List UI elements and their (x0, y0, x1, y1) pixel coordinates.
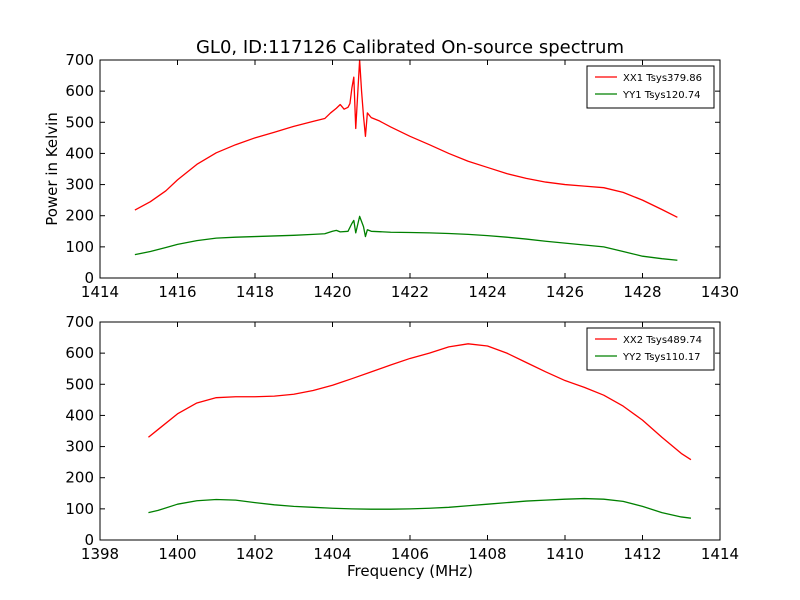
x-tick-label: 1410 (546, 545, 584, 563)
legend-label: XX2 Tsys489.74 (623, 335, 702, 346)
x-tick-label: 1430 (701, 283, 739, 301)
x-tick-label: 1402 (236, 545, 274, 563)
x-tick-label: 1414 (701, 545, 739, 563)
x-tick-label: 1416 (158, 283, 196, 301)
y-tick-label: 500 (65, 113, 94, 131)
series-line-yy (134, 215, 678, 261)
y-tick-label: 0 (84, 531, 94, 549)
y-tick-label: 600 (65, 82, 94, 100)
y-tick-label: 700 (65, 313, 94, 331)
y-tick-label: 600 (65, 344, 94, 362)
legend-label: YY1 Tsys120.74 (622, 90, 701, 101)
x-tick-label: 1418 (236, 283, 274, 301)
top-panel: 1414 1416 1418 1420 1422 1424 1426 1428 1430 0 100… (65, 51, 739, 301)
x-tick-label: 1422 (391, 283, 429, 301)
x-tick-label: 1398 (81, 545, 119, 563)
y-tick-label: 400 (65, 406, 94, 424)
x-tick-label: 1406 (391, 545, 429, 563)
legend-box (586, 65, 715, 109)
legend: XX2 Tsys489.74 YY2 Tsys110.17 (586, 327, 715, 371)
series-line-xx (148, 343, 692, 461)
legend-label: YY2 Tsys110.17 (622, 352, 701, 363)
y-tick-label: 100 (65, 500, 94, 518)
y-tick-label: 300 (65, 438, 94, 456)
figure-title: GL0, ID:117126 Calibrated On-source spec… (196, 37, 624, 58)
x-tick-label: 1404 (313, 545, 351, 563)
bottom-panel: 1398 1400 1402 1404 1406 1408 1410 1412 1414 0 100… (65, 313, 739, 563)
y-tick-label: 100 (65, 238, 94, 256)
x-tick-label: 1420 (313, 283, 351, 301)
x-tick-label: 1414 (81, 283, 119, 301)
x-tick-label: 1428 (623, 283, 661, 301)
y-tick-label: 200 (65, 469, 94, 487)
x-axis-label: Frequency (MHz) (347, 562, 473, 580)
y-tick-label: 300 (65, 176, 94, 194)
y-tick-label: 0 (84, 269, 94, 287)
series-line-yy (148, 497, 692, 519)
x-tick-label: 1412 (623, 545, 661, 563)
x-tick-label: 1408 (468, 545, 506, 563)
legend-label: XX1 Tsys379.86 (623, 73, 702, 84)
y-tick-label: 500 (65, 375, 94, 393)
y-tick-label: 200 (65, 207, 94, 225)
y-tick-label: 400 (65, 144, 94, 162)
legend: XX1 Tsys379.86 YY1 Tsys120.74 (586, 65, 715, 109)
legend-box (586, 327, 715, 371)
x-tick-label: 1426 (546, 283, 584, 301)
y-tick-label: 700 (65, 51, 94, 69)
x-tick-label: 1424 (468, 283, 506, 301)
x-tick-label: 1400 (158, 545, 196, 563)
y-axis-label: Power in Kelvin (43, 112, 61, 226)
